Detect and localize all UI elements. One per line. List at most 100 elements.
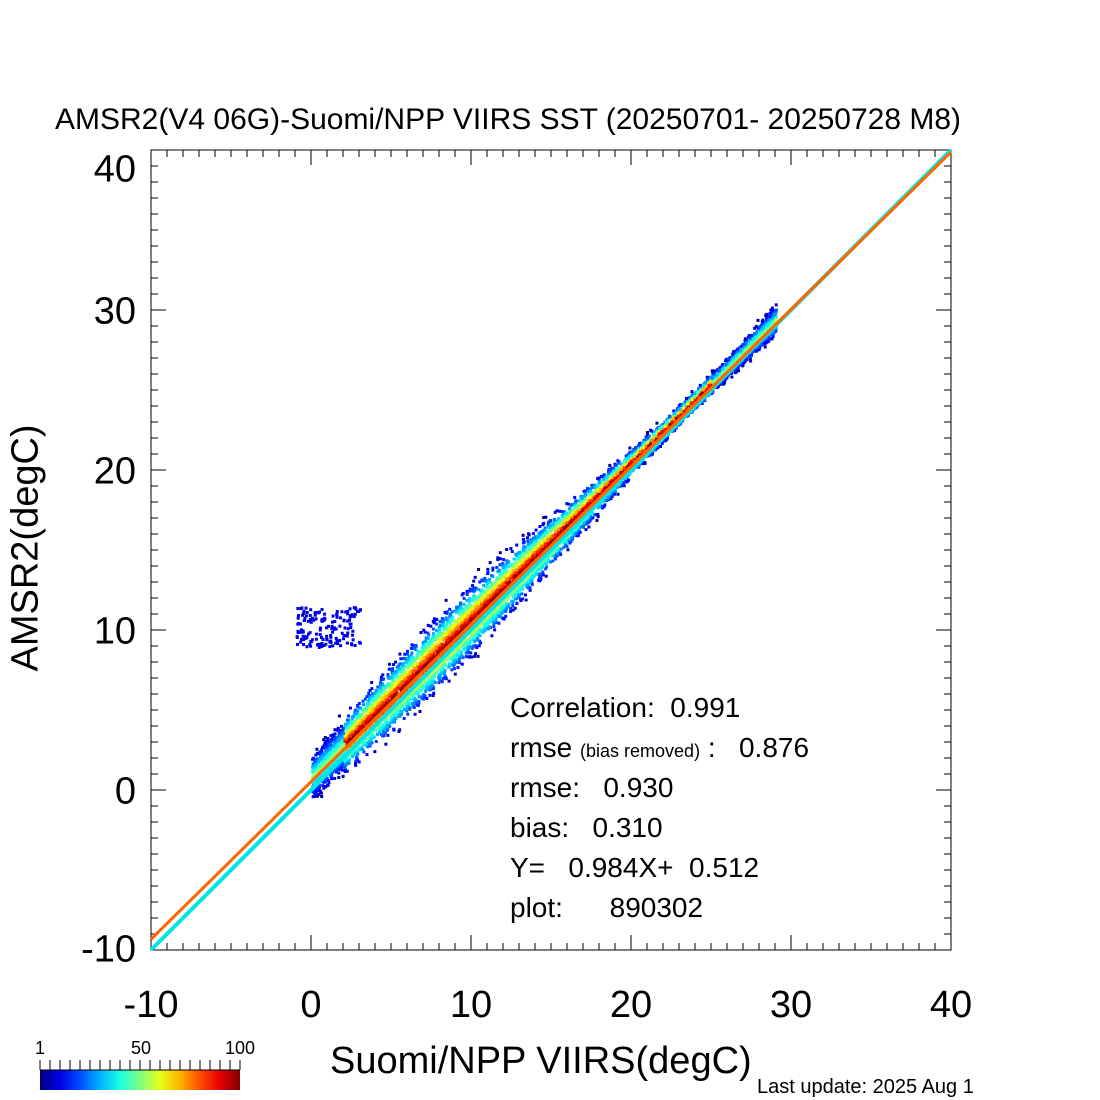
density-cell (460, 611, 464, 615)
density-cell (617, 460, 621, 464)
density-cell (488, 577, 492, 581)
density-cell (317, 786, 321, 790)
density-cell (395, 681, 399, 685)
density-cell (361, 718, 365, 722)
density-cell (444, 598, 448, 602)
density-cell (352, 727, 356, 731)
density-cell (516, 587, 520, 591)
density-cell (325, 758, 329, 762)
density-cell (472, 594, 476, 598)
density-cell (498, 603, 502, 607)
density-cell (747, 334, 751, 338)
density-cell (359, 724, 363, 728)
density-cell (354, 763, 358, 767)
density-cell (376, 733, 380, 737)
density-cell (428, 674, 432, 678)
density-cell (440, 638, 444, 642)
density-cell (658, 444, 662, 448)
density-cell (526, 536, 530, 540)
density-cell (541, 573, 545, 577)
density-cell (353, 762, 357, 766)
density-cell (543, 526, 547, 530)
density-cell (491, 568, 495, 572)
density-cell (460, 641, 464, 645)
density-cell (392, 678, 396, 682)
density-cell (483, 624, 487, 628)
density-cell (473, 654, 477, 658)
density-cell (407, 654, 411, 658)
density-cell (406, 703, 410, 707)
density-cell (365, 695, 369, 699)
density-cell (405, 701, 409, 705)
density-cell (457, 617, 461, 621)
density-cell (713, 369, 717, 373)
density-cell (542, 516, 546, 520)
density-cell (340, 724, 344, 728)
density-cell (395, 665, 399, 669)
density-cell (474, 586, 478, 590)
density-cell (323, 735, 327, 739)
density-cell (610, 466, 614, 470)
density-cell (678, 422, 682, 426)
density-cell (769, 308, 773, 312)
density-cell (458, 620, 462, 624)
density-cell (491, 595, 495, 599)
density-cell (730, 375, 734, 379)
density-cell (318, 769, 322, 773)
density-cell (378, 723, 382, 727)
density-cell (628, 446, 632, 450)
density-cell (468, 636, 472, 640)
density-cell (530, 582, 534, 586)
density-cell (314, 753, 318, 757)
density-cell (403, 652, 407, 656)
density-cell (371, 692, 375, 696)
density-cell (399, 666, 403, 670)
density-cell (324, 739, 328, 743)
density-cell (401, 657, 405, 661)
density-cell (412, 690, 416, 694)
density-cell (346, 720, 350, 724)
density-cell (513, 594, 517, 598)
density-cell (418, 709, 422, 713)
density-cell (343, 770, 347, 774)
density-cell (366, 741, 370, 745)
density-cell (508, 576, 512, 580)
density-cell (392, 689, 396, 693)
density-cell (392, 720, 396, 724)
density-cell (390, 678, 394, 682)
density-cell (646, 431, 650, 435)
density-cell (477, 568, 481, 572)
density-cell (490, 610, 494, 614)
density-cell (328, 750, 332, 754)
density-cell (529, 577, 533, 581)
density-cell (423, 678, 427, 682)
density-cell (448, 607, 452, 611)
density-cell (672, 409, 676, 413)
density-cell (753, 349, 757, 353)
density-cell (613, 492, 617, 496)
density-cell (443, 661, 447, 665)
density-cell (421, 697, 425, 701)
density-cell (579, 523, 583, 527)
density-cell (323, 780, 327, 784)
density-cell (454, 661, 458, 665)
density-cell (567, 502, 571, 506)
density-cell (341, 727, 345, 731)
density-cell (365, 753, 369, 757)
density-cell (330, 777, 334, 781)
density-cell (432, 632, 436, 636)
density-cell (579, 501, 583, 505)
density-cell (354, 727, 358, 731)
density-cell (322, 780, 326, 784)
density-cell (476, 638, 480, 642)
density-cell (498, 610, 502, 614)
density-cell (358, 747, 362, 751)
density-cell (521, 597, 525, 601)
density-cell (398, 652, 402, 656)
density-cell (490, 583, 494, 587)
density-cell (438, 679, 442, 683)
density-cell (356, 752, 360, 756)
density-cell (368, 744, 372, 748)
density-cell (398, 728, 402, 732)
density-cell (343, 734, 347, 738)
